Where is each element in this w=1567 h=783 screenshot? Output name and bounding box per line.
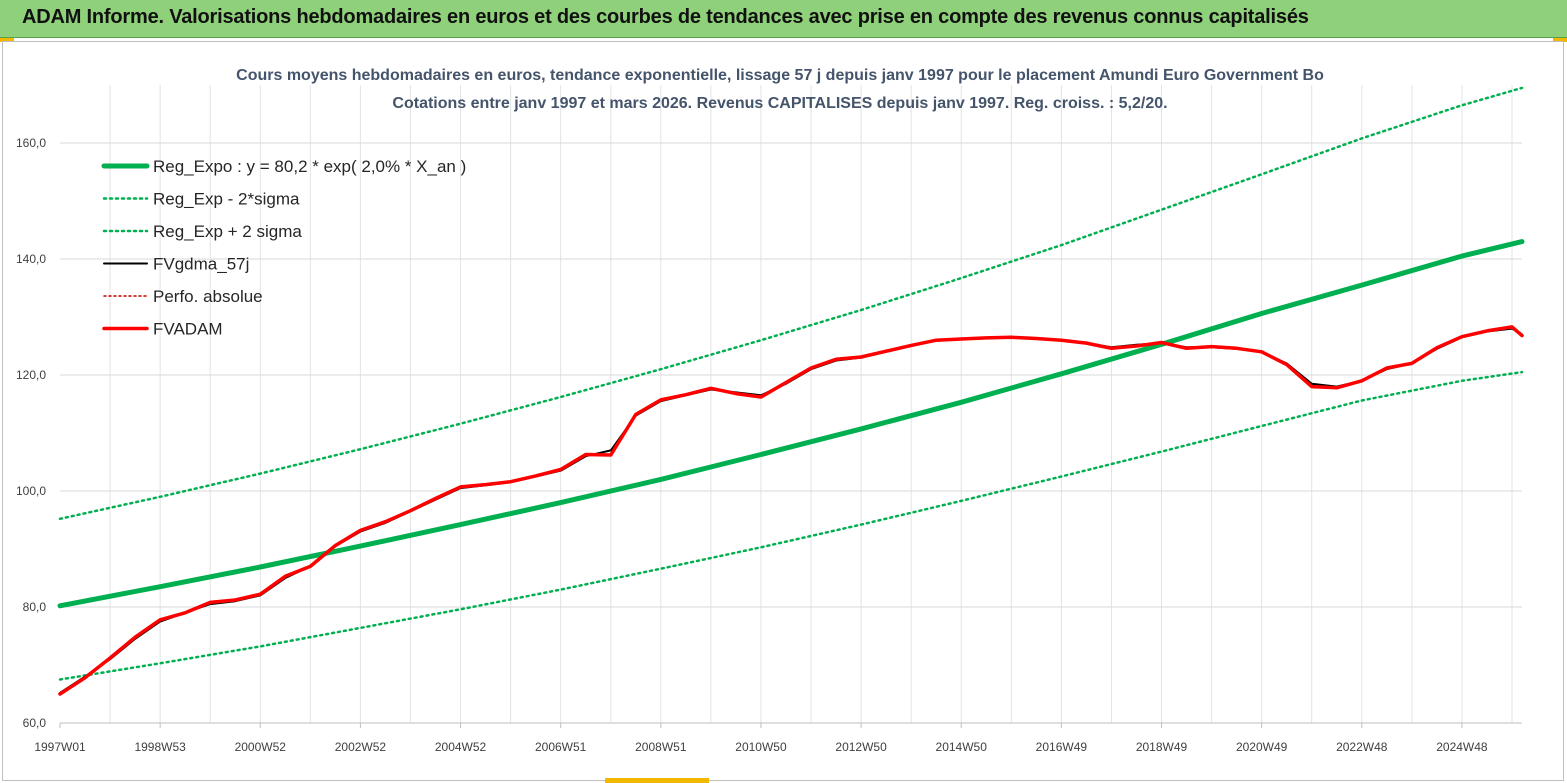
legend-label: Reg_Exp - 2*sigma (153, 190, 300, 209)
series-line-fvadam (58, 325, 1524, 696)
legend-label: FVADAM (153, 320, 223, 339)
x-tick-label: 2010W50 (735, 740, 787, 754)
banner-title: ADAM Informe. Valorisations hebdomadaire… (22, 6, 1309, 28)
y-tick-label: 140,0 (16, 252, 46, 266)
legend: Reg_Expo : y = 80,2 * exp( 2,0% * X_an )… (101, 157, 466, 339)
chart-frame (2, 41, 1564, 781)
y-tick-label: 160,0 (16, 136, 46, 150)
x-tick-label: 2016W49 (1036, 740, 1088, 754)
x-tick-label: 2018W49 (1136, 740, 1188, 754)
x-axis-tick-labels: 1997W01 1998W53 2000W52 2002W52 2004W52 2006W… (34, 723, 1488, 754)
banner: ADAM Informe. Valorisations hebdomadaire… (0, 0, 1567, 38)
x-tick-label: 1998W53 (134, 740, 186, 754)
y-axis-tick-labels: 60,0 80,0 100,0 120,0 140,0 160,0 (16, 136, 46, 730)
legend-label: Perfo. absolue (153, 287, 263, 306)
x-tick-label: 2000W52 (235, 740, 287, 754)
x-tick-label: 2004W52 (435, 740, 487, 754)
series-line-perfo-absolue (59, 326, 1523, 695)
y-tick-label: 120,0 (16, 368, 46, 382)
y-tick-label: 60,0 (23, 716, 47, 730)
series-line-reg-exp-2-sigma (58, 370, 1524, 681)
legend-label: Reg_Exp + 2 sigma (153, 222, 302, 241)
x-tick-label: 2014W50 (936, 740, 988, 754)
chart-subtitle: Cotations entre janv 1997 et mars 2026. … (392, 95, 1167, 112)
x-tick-label: 1997W01 (34, 740, 86, 754)
legend-label: Reg_Expo : y = 80,2 * exp( 2,0% * X_an ) (153, 157, 466, 176)
series-line-reg-exp-2-sigma (58, 86, 1524, 521)
chart-title: Cours moyens hebdomadaires en euros, ten… (236, 67, 1324, 84)
y-tick-label: 80,0 (23, 600, 47, 614)
y-tick-label: 100,0 (16, 484, 46, 498)
legend-label: FVgdma_57j (153, 255, 249, 274)
x-tick-label: 2002W52 (335, 740, 387, 754)
x-tick-label: 2024W48 (1436, 740, 1488, 754)
x-tick-label: 2006W51 (535, 740, 587, 754)
x-tick-label: 2022W48 (1336, 740, 1388, 754)
bottom-accent-strip (605, 778, 709, 783)
series-lines (57, 86, 1525, 696)
x-tick-label: 2012W50 (835, 740, 887, 754)
left-accent-marker (0, 38, 14, 42)
x-tick-label: 2020W49 (1236, 740, 1288, 754)
right-accent-marker (1553, 38, 1567, 42)
x-tick-label: 2008W51 (635, 740, 687, 754)
series-line-fvgdma-57j (59, 327, 1523, 694)
gridlines (60, 85, 1522, 723)
series-line-reg-expo-y-80-2-exp-2-0-x-an (57, 239, 1525, 609)
